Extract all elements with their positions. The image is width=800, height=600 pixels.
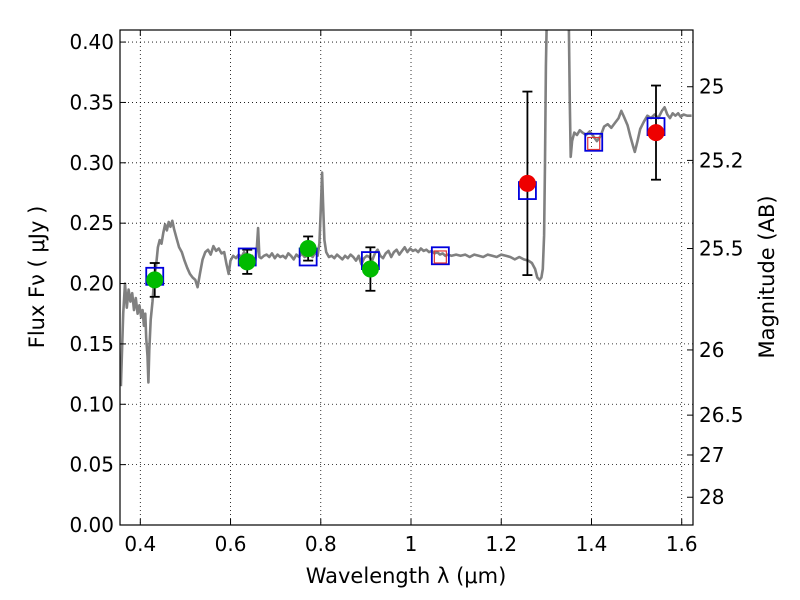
plot-area (120, 30, 693, 525)
y-tick-label: 0.20 (69, 272, 114, 296)
y2-tick-label: 27 (699, 443, 724, 467)
x-tick-label: 1.4 (576, 532, 608, 556)
y2-tick-label: 26 (699, 338, 724, 362)
model-square (430, 246, 450, 266)
plot-frame (119, 29, 694, 526)
inner-square (587, 136, 601, 151)
y2-tick-label: 25 (699, 75, 724, 99)
y-axis-label: Flux Fν ( μJy ) (25, 206, 49, 349)
x-tick-label: 0.8 (305, 532, 337, 556)
y-tick-label: 0.40 (69, 30, 114, 54)
green-data-point (299, 240, 317, 258)
y-tick-label: 0.10 (69, 392, 114, 416)
x-tick-label: 0.6 (215, 532, 247, 556)
ticks: 0.4 0.6 0.8 1 1.2 1.4 1.6 0.00 0.05 0.10 0.15 0.20 0… (69, 30, 744, 556)
marker-layer (145, 117, 666, 289)
red-data-point (647, 124, 665, 142)
y2-tick-label: 25.2 (699, 148, 744, 172)
x-tick-label: 0.4 (124, 532, 156, 556)
y-tick-label: 0.30 (69, 151, 114, 175)
x-tick-label: 1.2 (485, 532, 517, 556)
red-data-point (518, 174, 536, 192)
spectrum-line (120, 30, 692, 387)
x-tick-label: 1 (405, 532, 418, 556)
y-tick-label: 0.00 (69, 513, 114, 537)
y-tick-label: 0.35 (69, 90, 114, 114)
y-tick-label: 0.05 (69, 453, 114, 477)
y2-axis-label: Magnitude (AB) (755, 195, 779, 358)
spectrum-layer (120, 30, 692, 387)
x-tick-label: 1.6 (666, 532, 698, 556)
green-data-point (238, 253, 256, 271)
y-tick-label: 0.25 (69, 211, 114, 235)
y2-tick-label: 25.5 (699, 237, 744, 261)
y2-tick-label: 28 (699, 485, 724, 509)
green-data-point (361, 260, 379, 278)
model-square (584, 132, 604, 152)
grid (120, 30, 693, 526)
y2-tick-label: 26.5 (699, 403, 744, 427)
green-data-point (146, 271, 164, 289)
y-tick-label: 0.15 (69, 332, 114, 356)
inner-square (433, 250, 447, 264)
x-axis-label: Wavelength λ (μm) (306, 564, 507, 588)
